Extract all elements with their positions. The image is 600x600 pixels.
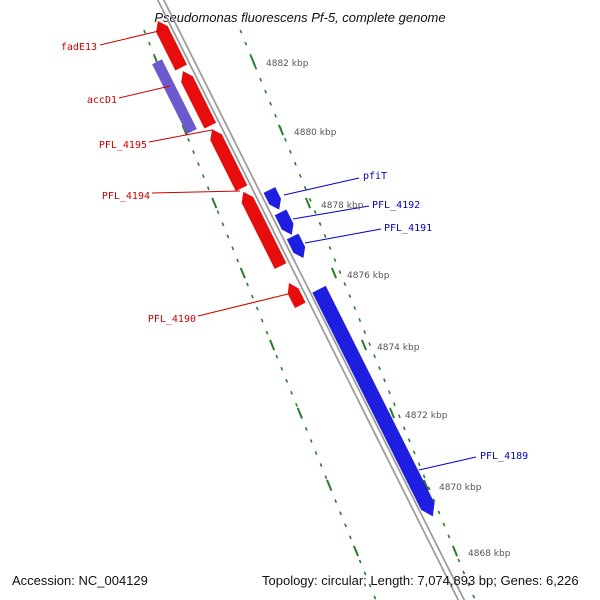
ruler-major-tick — [330, 267, 338, 279]
leader-line-PFL_4192 — [292, 205, 370, 220]
gene-label-PFL_4190[interactable]: PFL_4190 — [148, 314, 196, 325]
gene-labels: fadE13 accD1 PFL_4195 PFL_4194 PFL_4190 … — [61, 42, 528, 462]
gene-label-PFL_4192[interactable]: PFL_4192 — [372, 200, 420, 211]
leader-line-PFL_4195 — [148, 129, 213, 143]
gene-glyph-PFL_4191[interactable] — [286, 233, 309, 261]
gene-label-PFL_4189[interactable]: PFL_4189 — [480, 451, 528, 462]
leader-line-PFL_4189 — [418, 456, 477, 471]
gene-glyph-PFL_4194[interactable] — [238, 189, 287, 269]
gene-glyph-PFL_4195[interactable] — [206, 126, 248, 192]
ruler-major-tick — [249, 55, 257, 67]
ruler-label-4878: 4878 kbp — [321, 201, 364, 211]
ruler-major-tick — [422, 479, 430, 491]
ruler-major-tick — [352, 545, 360, 557]
ruler-major-tick — [277, 124, 285, 136]
genome-axis-line-outer — [142, 0, 480, 600]
gene-label-PFL_4194[interactable]: PFL_4194 — [102, 191, 150, 202]
gene-label-PFL_4195[interactable]: PFL_4195 — [99, 140, 147, 151]
gene-label-PFL_4191[interactable]: PFL_4191 — [384, 223, 432, 234]
gene-glyph-PFL_4190[interactable] — [284, 280, 306, 309]
genome-summary-status: Topology: circular; Length: 7,074,893 bp… — [262, 573, 579, 588]
ruler-major-tick — [304, 197, 312, 209]
leader-line-PFL_4194 — [151, 190, 241, 194]
ruler-label-4882: 4882 kbp — [266, 59, 309, 69]
tick-line-right — [239, 29, 476, 600]
label-leader-lines — [99, 29, 477, 471]
ruler-tick-lines — [143, 29, 476, 600]
gene-glyph-PFL_4192[interactable] — [274, 209, 298, 237]
ruler-major-tick — [239, 267, 246, 279]
ruler-major-tick — [269, 339, 276, 351]
gene-label-pfiT[interactable]: pfiT — [363, 171, 387, 182]
ruler-label-4870: 4870 kbp — [439, 483, 482, 493]
ruler-major-tick — [388, 407, 396, 419]
gene-glyph-PFL_4189[interactable] — [312, 285, 439, 520]
ruler-label-4876: 4876 kbp — [347, 271, 390, 281]
ruler-label-4872: 4872 kbp — [405, 411, 448, 421]
gene-glyph-accD1[interactable] — [152, 59, 197, 134]
ruler-major-tick — [451, 545, 459, 557]
leader-line-PFL_4191 — [304, 228, 382, 244]
ruler-label-4874: 4874 kbp — [377, 343, 420, 353]
gene-glyph-fadE13[interactable] — [152, 18, 187, 71]
gene-label-fadE13[interactable]: fadE13 — [61, 42, 97, 53]
ruler-major-tick — [360, 339, 368, 351]
ruler-major-tick — [326, 479, 333, 491]
leader-line-accD1 — [118, 85, 171, 99]
ruler-major-tick — [296, 407, 303, 419]
genome-axis-line-inner — [146, 0, 485, 600]
page-title: Pseudomonas fluorescens Pf-5, complete g… — [154, 10, 445, 25]
ruler-label-4880: 4880 kbp — [294, 128, 337, 138]
accession-status: Accession: NC_004129 — [12, 573, 148, 588]
ruler-label-4868: 4868 kbp — [468, 549, 511, 559]
leader-line-PFL_4190 — [197, 293, 289, 317]
leader-line-fadE13 — [99, 29, 164, 46]
leader-line-pfiT — [283, 177, 360, 196]
ruler-major-ticks — [153, 55, 459, 557]
genome-track — [142, 0, 485, 600]
gene-glyph-red-cds[interactable] — [177, 68, 217, 129]
ruler-labels: 4882 kbp 4880 kbp 4878 kbp 4876 kbp 4874… — [266, 59, 511, 559]
ruler-major-tick — [181, 124, 188, 136]
gene-label-accD1[interactable]: accD1 — [87, 95, 117, 106]
gene-glyph-pfiT[interactable] — [263, 187, 285, 212]
ruler-major-tick — [211, 197, 218, 209]
